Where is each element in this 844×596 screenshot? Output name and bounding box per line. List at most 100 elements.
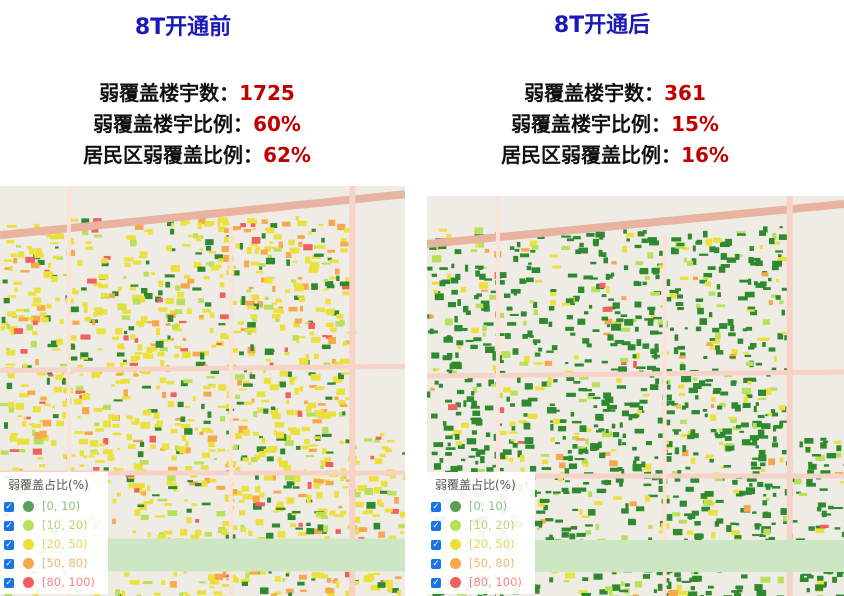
legend-checkbox[interactable]: ✓ bbox=[4, 520, 14, 531]
building bbox=[243, 401, 253, 405]
building bbox=[640, 387, 648, 392]
building bbox=[707, 266, 716, 270]
building bbox=[635, 352, 640, 360]
building bbox=[278, 460, 289, 468]
building bbox=[724, 436, 732, 441]
building bbox=[217, 217, 228, 223]
building bbox=[699, 253, 709, 256]
building bbox=[269, 362, 274, 368]
legend-item[interactable]: ✓ [50, 80) bbox=[4, 554, 104, 573]
building bbox=[108, 414, 115, 420]
building bbox=[126, 476, 135, 483]
legend-checkbox[interactable]: ✓ bbox=[431, 501, 441, 512]
building bbox=[72, 290, 79, 295]
building bbox=[209, 579, 219, 585]
legend-item[interactable]: ✓ [10, 20) bbox=[4, 516, 104, 535]
building bbox=[525, 277, 534, 283]
building bbox=[185, 405, 191, 409]
building bbox=[611, 423, 616, 429]
building bbox=[694, 570, 698, 575]
building bbox=[83, 357, 93, 361]
panel-after-stats: 弱覆盖楼宇数：361 弱覆盖楼宇比例：15% 居民区弱覆盖比例：16% bbox=[435, 78, 795, 171]
building bbox=[238, 510, 246, 516]
building bbox=[748, 442, 755, 446]
building bbox=[71, 454, 76, 457]
legend-checkbox[interactable]: ✓ bbox=[4, 558, 14, 569]
legend-checkbox[interactable]: ✓ bbox=[4, 539, 14, 550]
building bbox=[186, 517, 192, 524]
legend-checkbox[interactable]: ✓ bbox=[4, 577, 14, 588]
building bbox=[295, 340, 300, 343]
building bbox=[202, 309, 211, 313]
building bbox=[200, 350, 209, 356]
building bbox=[129, 285, 136, 291]
legend-item[interactable]: ✓ [20, 50) bbox=[4, 535, 104, 554]
building bbox=[338, 400, 346, 405]
building bbox=[237, 380, 242, 386]
building bbox=[43, 403, 51, 407]
building bbox=[188, 234, 194, 238]
building bbox=[239, 242, 243, 250]
legend-item[interactable]: ✓ [20, 50) bbox=[431, 535, 531, 554]
building bbox=[159, 347, 168, 352]
building bbox=[724, 443, 734, 446]
legend-item[interactable]: ✓ [80, 100) bbox=[431, 573, 531, 592]
building bbox=[765, 497, 770, 501]
legend-checkbox[interactable]: ✓ bbox=[431, 577, 441, 588]
legend-checkbox[interactable]: ✓ bbox=[431, 558, 441, 569]
building bbox=[339, 319, 345, 326]
building bbox=[626, 238, 630, 242]
building bbox=[698, 380, 706, 387]
building bbox=[472, 410, 481, 416]
building bbox=[308, 444, 318, 447]
legend-checkbox[interactable]: ✓ bbox=[4, 501, 14, 512]
building bbox=[82, 407, 90, 415]
building bbox=[561, 302, 571, 306]
building bbox=[750, 261, 760, 266]
building bbox=[210, 265, 220, 271]
building bbox=[572, 436, 579, 441]
building bbox=[320, 466, 324, 469]
building bbox=[565, 572, 575, 579]
building bbox=[497, 392, 503, 399]
building bbox=[778, 234, 788, 240]
building bbox=[757, 414, 765, 419]
building bbox=[752, 457, 761, 460]
legend-item[interactable]: ✓ [10, 20) bbox=[431, 516, 531, 535]
building bbox=[157, 297, 163, 303]
building bbox=[98, 329, 106, 335]
building bbox=[125, 474, 135, 478]
stat-row: 弱覆盖楼宇数：361 bbox=[435, 78, 795, 109]
building bbox=[820, 442, 827, 449]
building bbox=[744, 291, 755, 298]
building bbox=[309, 384, 317, 388]
building bbox=[635, 315, 642, 320]
building bbox=[222, 220, 229, 225]
legend-item[interactable]: ✓ [0, 10) bbox=[4, 497, 104, 516]
legend-item[interactable]: ✓ [80, 100) bbox=[4, 573, 104, 592]
building bbox=[364, 488, 374, 495]
building bbox=[570, 301, 576, 305]
building bbox=[535, 386, 545, 391]
building bbox=[433, 289, 439, 294]
legend-item[interactable]: ✓ [50, 80) bbox=[431, 554, 531, 573]
building bbox=[3, 297, 10, 304]
building bbox=[113, 467, 117, 472]
building bbox=[607, 480, 612, 485]
building bbox=[429, 314, 434, 319]
legend-item[interactable]: ✓ [0, 10) bbox=[431, 497, 531, 516]
building bbox=[204, 302, 212, 307]
building bbox=[201, 480, 208, 487]
building bbox=[285, 573, 290, 577]
building bbox=[621, 296, 627, 301]
building bbox=[622, 433, 626, 439]
building bbox=[578, 247, 588, 254]
building bbox=[153, 592, 161, 596]
building bbox=[209, 586, 215, 589]
legend-checkbox[interactable]: ✓ bbox=[431, 520, 441, 531]
building bbox=[709, 338, 716, 342]
legend-checkbox[interactable]: ✓ bbox=[431, 539, 441, 550]
building bbox=[727, 318, 734, 326]
building bbox=[286, 409, 295, 416]
building bbox=[564, 370, 573, 374]
